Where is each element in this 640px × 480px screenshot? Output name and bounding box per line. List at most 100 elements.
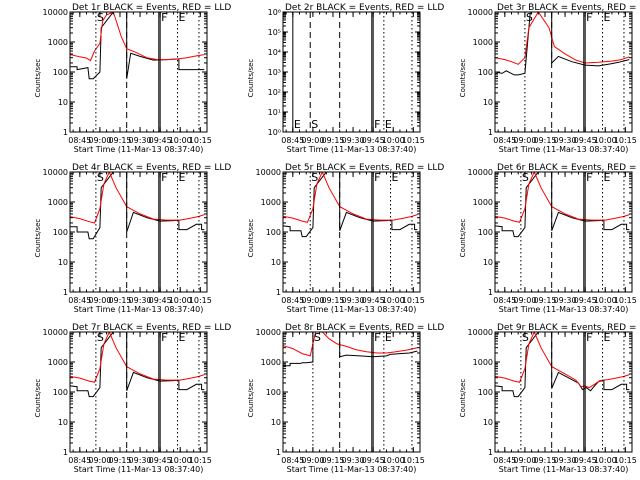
panel-title: Det 9r BLACK = Events, RED = LLD [497, 323, 640, 333]
y-tick-label: 10000 [43, 168, 68, 177]
x-axis-label: Start Time (11-Mar-13 08:37:40) [499, 305, 629, 314]
lld-series-line [283, 332, 418, 357]
marker-label: E [604, 331, 611, 344]
x-axis-label: Start Time (11-Mar-13 08:37:40) [499, 145, 629, 154]
marker-label: E [604, 11, 611, 24]
y-tick-label: 1 [488, 288, 493, 297]
y-tick-label: 10000 [468, 328, 493, 337]
lld-series-line [70, 12, 205, 62]
y-tick-label: 10 [271, 418, 281, 427]
x-tick-label: 08:45 [281, 136, 304, 145]
x-tick-label: 10:00 [594, 456, 617, 465]
y-tick-label: 1000 [48, 358, 68, 367]
x-tick-label: 10:00 [382, 296, 405, 305]
events-series-line [70, 332, 205, 398]
y-tick-label: 10000 [256, 328, 281, 337]
marker-label: E [385, 118, 392, 131]
marker-label: S [311, 171, 318, 184]
marker-label: S [522, 331, 529, 344]
panel-title: Det 6r BLACK = Events, RED = LLD [497, 163, 640, 173]
x-tick-label: 09:00 [513, 296, 536, 305]
marker-label: S [97, 171, 104, 184]
x-tick-label: 09:15 [321, 136, 344, 145]
marker-label: F [586, 11, 592, 24]
y-tick-label: 100 [266, 388, 281, 397]
x-tick-label: 09:45 [362, 296, 385, 305]
y-tick-label: 100 [53, 68, 68, 77]
y-tick-label: 10⁶ [268, 8, 281, 17]
marker-label: S [97, 331, 104, 344]
y-tick-label: 10000 [468, 8, 493, 17]
lld-series-line [495, 172, 630, 223]
x-tick-label: 09:00 [301, 296, 324, 305]
lld-series-line [283, 172, 418, 223]
plot-area [70, 12, 205, 132]
y-tick-label: 10³ [268, 68, 281, 77]
plot-area [495, 12, 630, 132]
x-tick-label: 09:15 [108, 456, 131, 465]
x-axis-label: Start Time (11-Mar-13 08:37:40) [499, 465, 629, 474]
panel-title: Det 7r BLACK = Events, RED = LLD [72, 323, 231, 333]
y-tick-label: 1000 [473, 38, 493, 47]
x-tick-label: 10:15 [402, 296, 425, 305]
events-series-line [70, 12, 205, 80]
x-tick-label: 09:30 [342, 296, 365, 305]
y-tick-label: 10000 [256, 168, 281, 177]
x-axis-label: Start Time (11-Mar-13 08:37:40) [287, 465, 417, 474]
x-tick-label: 10:15 [614, 456, 637, 465]
plot-area [495, 332, 630, 452]
x-tick-label: 10:15 [614, 296, 637, 305]
plot-frame [69, 11, 208, 133]
events-series-line [283, 332, 418, 367]
x-tick-label: 09:45 [149, 136, 172, 145]
plot-frame [282, 331, 421, 453]
x-tick-label: 10:15 [189, 456, 212, 465]
y-tick-label: 10000 [468, 168, 493, 177]
y-axis-label: Counts/sec [247, 59, 255, 98]
x-tick-label: 09:30 [129, 456, 152, 465]
x-tick-label: 10:00 [169, 456, 192, 465]
y-tick-label: 10¹ [268, 108, 281, 117]
marker-label: F [374, 118, 380, 131]
plot-frame [494, 11, 633, 133]
y-axis-label: Counts/sec [34, 379, 42, 418]
x-tick-label: 08:45 [493, 296, 516, 305]
marker-label: F [161, 171, 167, 184]
x-tick-label: 09:15 [321, 456, 344, 465]
x-tick-label: 09:00 [301, 136, 324, 145]
x-tick-label: 09:45 [574, 456, 597, 465]
y-tick-label: 1 [276, 288, 281, 297]
plot-frame [494, 331, 633, 453]
y-tick-label: 1 [488, 128, 493, 137]
x-tick-label: 08:45 [68, 296, 91, 305]
y-tick-label: 1 [276, 448, 281, 457]
x-tick-label: 10:00 [169, 296, 192, 305]
y-tick-label: 10000 [43, 8, 68, 17]
x-tick-label: 09:30 [554, 296, 577, 305]
y-tick-label: 10 [271, 258, 281, 267]
marker-label: F [586, 331, 592, 344]
plot-area [292, 12, 413, 132]
y-tick-label: 1000 [261, 198, 281, 207]
x-tick-label: 08:45 [68, 136, 91, 145]
x-tick-label: 09:15 [108, 296, 131, 305]
plot-frame [282, 11, 421, 133]
marker-label: F [161, 11, 167, 24]
y-tick-label: 1000 [48, 38, 68, 47]
x-tick-label: 09:15 [533, 296, 556, 305]
x-tick-label: 09:15 [108, 136, 131, 145]
y-tick-label: 10⁴ [268, 48, 281, 57]
lld-series-line [70, 332, 205, 383]
y-tick-label: 1 [63, 288, 68, 297]
x-tick-label: 08:45 [68, 456, 91, 465]
x-tick-label: 09:30 [554, 136, 577, 145]
x-tick-label: 10:15 [189, 136, 212, 145]
x-tick-label: 09:30 [554, 456, 577, 465]
